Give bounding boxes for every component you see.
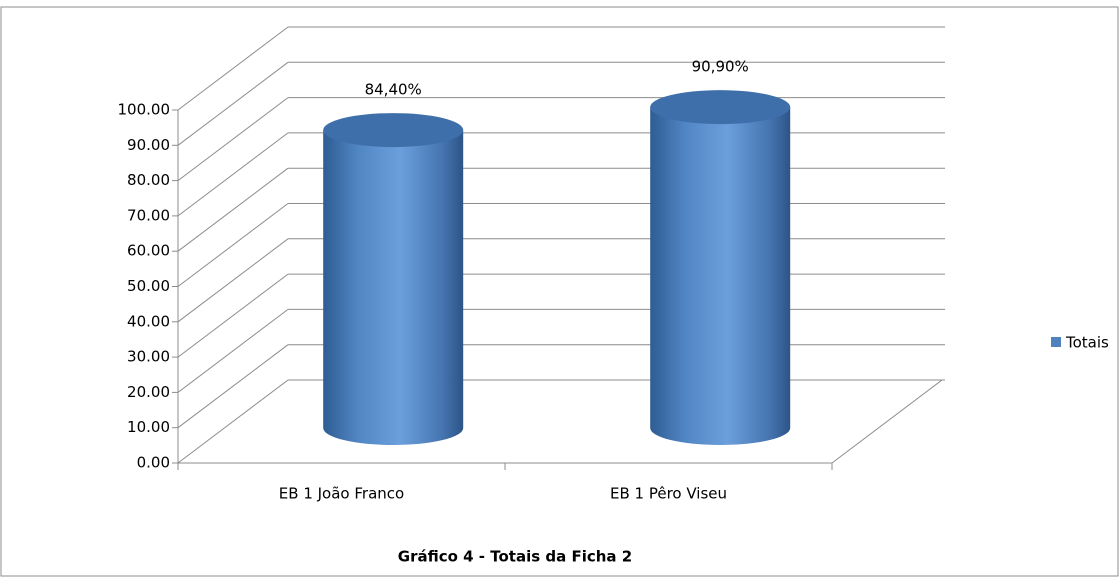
data-label: 90,90%: [692, 58, 749, 76]
grid-line-side: [177, 203, 289, 287]
y-tick-label: 100.00: [118, 101, 171, 119]
grid-line-side: [177, 273, 289, 358]
y-tick-label: 80.00: [127, 171, 170, 189]
grid-line-side: [177, 309, 289, 393]
y-tick-label: 10.00: [127, 418, 170, 436]
y-tick-label: 30.00: [127, 348, 170, 366]
data-label: 84,40%: [365, 81, 422, 99]
grid-line-side: [177, 238, 289, 323]
floor-right: [831, 379, 943, 464]
cylinder-top: [650, 90, 791, 125]
grid-line-side: [177, 132, 289, 217]
y-tick-label: 40.00: [127, 312, 170, 330]
x-tick-label: EB 1 João Franco: [279, 485, 404, 503]
y-tick-label: 60.00: [127, 242, 170, 260]
grid-line-side: [177, 26, 289, 111]
grid-line-side: [177, 97, 289, 181]
grid-line-side: [177, 167, 289, 252]
cylinder-body: [323, 130, 464, 445]
grid-line-side: [177, 379, 289, 464]
cylinder-top: [323, 113, 464, 148]
x-tick-label: EB 1 Pêro Viseu: [610, 485, 727, 503]
cylinder-body: [650, 107, 791, 446]
grid-line-side: [177, 344, 289, 429]
y-tick-label: 20.00: [127, 383, 170, 401]
y-tick-label: 90.00: [127, 136, 170, 154]
legend-swatch: [1051, 337, 1061, 347]
grid-line-side: [177, 61, 289, 146]
y-tick-label: 70.00: [127, 206, 170, 224]
chart-title: Gráfico 4 - Totais da Ficha 2: [398, 548, 632, 566]
frame: [0, 6, 1119, 577]
y-tick-label: 50.00: [127, 277, 170, 295]
legend-label: Totais: [1065, 334, 1109, 352]
y-tick-label: 0.00: [137, 454, 170, 472]
